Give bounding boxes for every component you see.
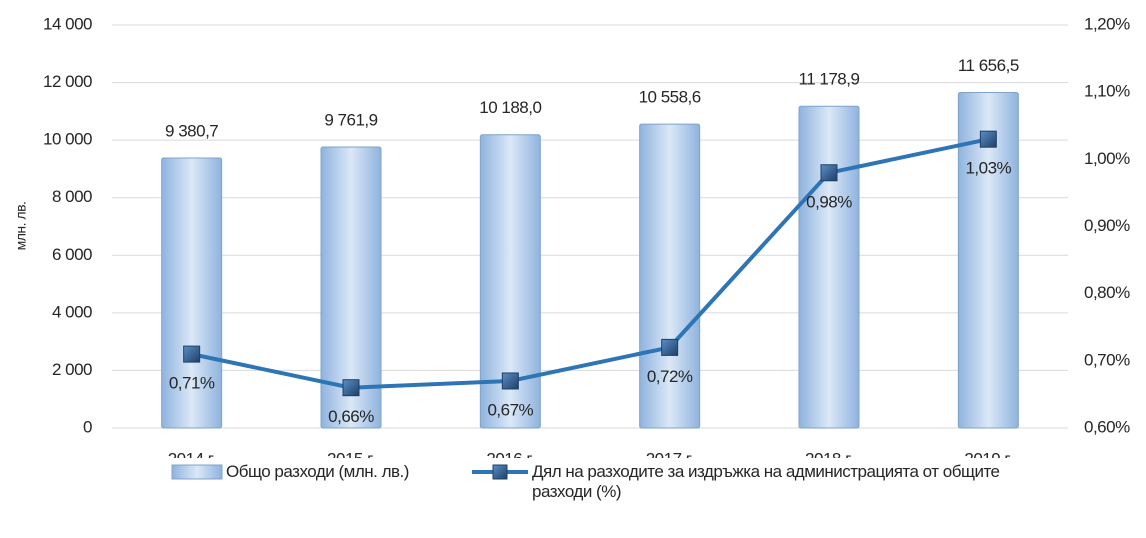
y-tick-label: 4 000 [52, 302, 92, 321]
chart: млн. лв. 0 2 000 4 000 6 000 8 000 10 000 12 0… [13, 14, 1131, 458]
line-marker [979, 130, 997, 148]
line [191, 137, 989, 390]
value-label: 0,72% [647, 367, 693, 386]
x-tick-label: 2017 г. [646, 449, 694, 458]
value-label: 0,71% [169, 374, 215, 393]
line-marker [820, 164, 838, 182]
legend-item: Дял на разходите за издръжка на админист… [470, 462, 1012, 502]
value-label: 11 656,5 [958, 56, 1019, 75]
y2-tick-label: 1,20% [1084, 14, 1130, 33]
x-tick-label: 2018 г. [805, 449, 853, 458]
x-tick-label: 2015 г. [327, 449, 375, 458]
y2-tick-label: 1,00% [1084, 149, 1130, 168]
x-tick-label: 2016 г. [486, 449, 534, 458]
y2-tick-label: 0,80% [1084, 283, 1130, 302]
legend: Общо разходи (млн. лв.) Дял на разходите… [0, 458, 1146, 528]
bar [479, 134, 541, 429]
x-tick-label: 2014 г. [168, 449, 216, 458]
value-label: 10 188,0 [479, 98, 541, 117]
line-marker [661, 338, 679, 356]
bar [320, 146, 382, 429]
value-label: 1,03% [965, 159, 1011, 178]
y-tick-label: 2 000 [52, 360, 92, 379]
bar [957, 91, 1019, 429]
value-label: 0,66% [328, 407, 374, 426]
y2-tick-label: 0,60% [1084, 417, 1130, 436]
y-tick-label: 10 000 [43, 130, 92, 149]
y2-tick-label: 0,90% [1084, 216, 1130, 235]
y-tick-label: 0 [83, 417, 92, 436]
y2-tick-label: 0,70% [1084, 350, 1130, 369]
line-marker [342, 379, 360, 397]
value-label: 9 761,9 [324, 110, 377, 129]
value-label: 9 380,7 [165, 121, 218, 140]
legend-item: Общо разходи (млн. лв.) [170, 462, 409, 482]
line-marker [501, 372, 519, 390]
value-label: 11 178,9 [799, 70, 860, 89]
y-tick-label: 12 000 [43, 72, 92, 91]
y-tick-label: 8 000 [52, 187, 92, 206]
y2-tick-label: 1,10% [1084, 82, 1130, 101]
legend-label: Дял на разходите за издръжка на админист… [532, 462, 1000, 501]
value-label: 0,98% [806, 192, 852, 211]
line-marker [183, 345, 201, 363]
bar [798, 105, 860, 429]
legend-swatch [171, 464, 223, 480]
y-tick-label: 14 000 [43, 14, 92, 33]
value-label: 0,67% [487, 400, 533, 419]
legend-swatch [472, 464, 528, 480]
bar [161, 157, 223, 429]
y-tick-label: 6 000 [52, 245, 92, 264]
x-tick-label: 2019 г. [964, 449, 1012, 458]
legend-label: Общо разходи (млн. лв.) [226, 462, 409, 481]
value-label: 10 558,6 [639, 88, 701, 107]
y-axis-label: млн. лв. [13, 202, 29, 251]
